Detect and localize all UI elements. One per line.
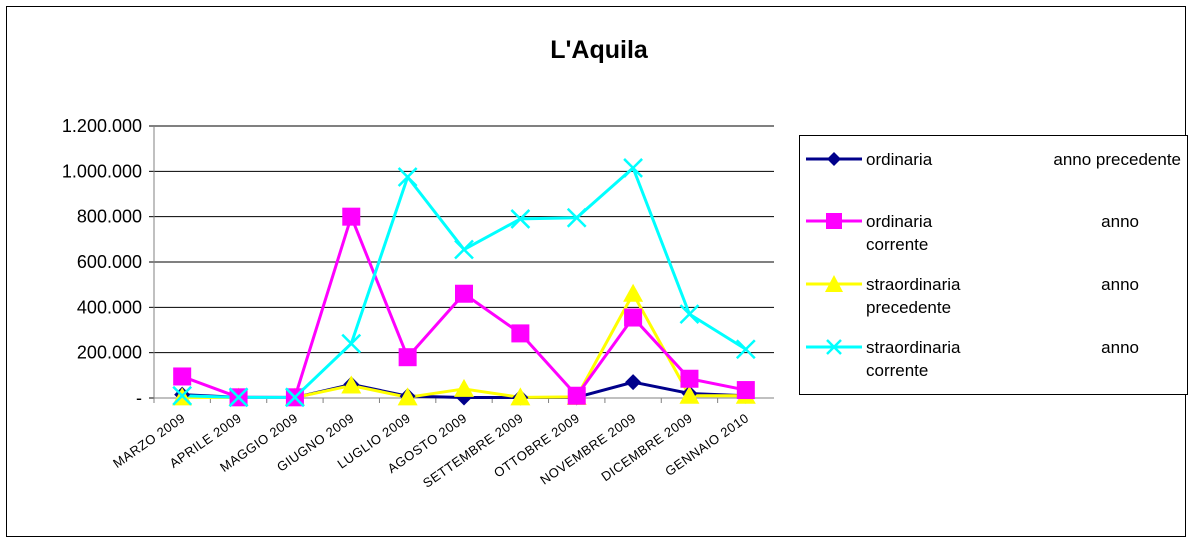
data-point-x-stroke	[623, 158, 643, 178]
legend-tag: anno	[1101, 275, 1139, 294]
x-category-label: SETTEMBRE 2009	[420, 410, 526, 491]
data-point-x	[566, 207, 587, 228]
data-point-square	[173, 367, 192, 386]
data-point-triangle	[454, 378, 474, 397]
data-point-x	[285, 387, 305, 408]
data-point-square	[736, 381, 755, 400]
y-tick-label: 800.000	[77, 207, 142, 227]
data-point-x-stroke	[397, 167, 418, 187]
data-point-triangle	[510, 387, 531, 406]
data-point-triangle	[397, 387, 418, 406]
data-point-square	[342, 207, 361, 226]
data-point-x-stroke	[172, 385, 193, 406]
legend-label-line2: corrente	[866, 235, 929, 254]
y-tick-label: -	[136, 388, 142, 408]
data-point-x-stroke	[285, 387, 305, 408]
data-point-x	[623, 158, 643, 178]
data-point-x-stroke	[341, 333, 362, 354]
legend-label: straordinaria	[866, 338, 961, 357]
data-point-x	[454, 239, 474, 260]
data-point-x	[397, 167, 418, 187]
legend-entry-ordinaria-precedente: ordinaria anno precedente	[800, 149, 1187, 189]
y-tick-label: 200.000	[77, 343, 142, 363]
series-lines	[172, 158, 756, 408]
data-point-square	[567, 386, 586, 405]
data-point-x-stroke	[566, 207, 587, 228]
legend-entry-straordinaria-precedente: straordinaria precedente anno	[800, 274, 1187, 317]
data-point-x	[510, 209, 531, 229]
legend-tag: anno	[1101, 212, 1139, 231]
legend-swatch-diamond-icon	[806, 152, 862, 166]
line-chart: L'Aquila - 200.000 400.000 600.000 800.000 1.…	[62, 36, 774, 491]
y-axis-ticks: - 200.000 400.000 600.000 800.000 1.000.000 1.…	[62, 116, 142, 408]
y-tick-label: 600.000	[77, 252, 142, 272]
legend-swatch-x-icon	[806, 339, 862, 355]
data-point-x	[679, 304, 700, 325]
y-tick-label: 1.200.000	[62, 116, 142, 136]
data-point-square	[398, 348, 417, 367]
data-point-x-stroke	[735, 339, 756, 360]
data-point-x	[228, 387, 249, 408]
data-point-square	[511, 324, 530, 343]
legend-swatch-square-icon	[806, 213, 862, 229]
y-tick-label: 1.000.000	[62, 161, 142, 181]
legend-label-line2: corrente	[866, 361, 929, 380]
legend-tag: anno	[1101, 338, 1139, 357]
legend-tag: anno precedente	[1053, 150, 1181, 169]
y-tick-label: 400.000	[77, 297, 142, 317]
data-point-square	[624, 308, 643, 327]
legend-swatch-triangle-icon	[806, 275, 862, 292]
data-point-x-stroke	[454, 239, 474, 260]
data-point-triangle	[341, 375, 362, 394]
gridlines	[154, 125, 774, 354]
data-point-diamond	[625, 374, 642, 391]
legend-label-line2: precedente	[866, 298, 952, 317]
data-point-triangle	[679, 385, 700, 404]
data-point-x	[341, 333, 362, 354]
legend-label: straordinaria	[866, 275, 961, 294]
data-point-x-stroke	[679, 304, 700, 325]
data-point-square	[680, 369, 699, 388]
data-point-square	[455, 284, 473, 303]
legend-entry-ordinaria-corrente: ordinaria corrente anno	[800, 211, 1187, 254]
chart-frame: L'Aquila - 200.000 400.000 600.000 800.000 1.…	[6, 6, 1188, 537]
data-point-x	[172, 385, 193, 406]
legend-label: ordinaria	[866, 150, 933, 169]
legend-entry-straordinaria-corrente: straordinaria corrente anno	[800, 337, 1187, 380]
data-point-triangle	[623, 283, 644, 302]
chart-title: L'Aquila	[550, 36, 649, 64]
data-point-x	[735, 339, 756, 360]
x-category-label: NOVEMBRE 2009	[537, 410, 639, 487]
data-point-x-stroke	[510, 209, 531, 229]
legend-label: ordinaria	[866, 212, 933, 231]
axes	[149, 125, 774, 403]
series-line-3	[182, 166, 747, 399]
data-point-x-stroke	[228, 387, 249, 408]
legend: ordinaria anno precedente ordinaria corr…	[799, 135, 1188, 395]
